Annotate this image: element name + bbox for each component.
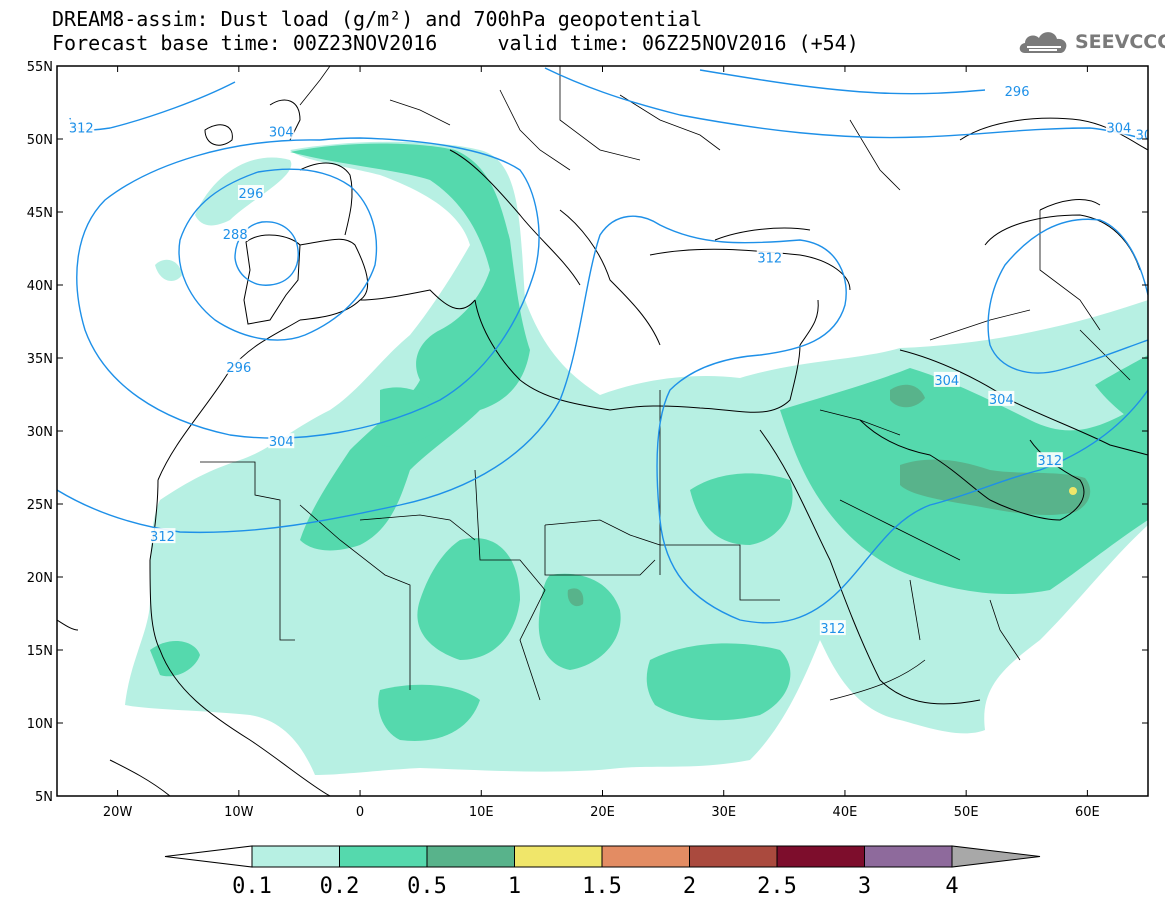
- colorbar-swatch: [776, 845, 865, 868]
- colorbar-label: 1.5: [582, 874, 622, 899]
- lat-label: 30N: [27, 425, 53, 440]
- colorbar-label: 0.2: [320, 874, 360, 899]
- colorbar-swatch: [339, 845, 428, 868]
- contour-label: 312: [820, 622, 845, 637]
- contour-label-bg: [1036, 452, 1063, 468]
- contour-label-bg: [268, 433, 295, 449]
- colorbar-over-triangle: [951, 845, 1041, 868]
- contour-label-layer: 312 304 296 288 296 304 312 296 304 304 312 304 304 3…: [68, 82, 1161, 637]
- map-area: 312 304 296 288 296 304 312 296 304 304 312 304 304 3…: [57, 66, 1161, 796]
- contour-label: 312: [757, 251, 782, 266]
- contour-label: 304: [989, 393, 1014, 408]
- colorbar-label: 2.5: [757, 874, 797, 899]
- lat-label: 10N: [27, 717, 53, 732]
- contour-label-bg: [1135, 126, 1148, 142]
- cloud-icon: [1019, 32, 1067, 53]
- contour-label: 312: [150, 530, 175, 545]
- lat-label: 20N: [27, 571, 53, 586]
- map-title: DREAM8-assim: Dust load (g/m²) and 700hP…: [52, 7, 703, 31]
- colorbar-swatch: [864, 845, 953, 868]
- contour-label: 304: [269, 126, 294, 141]
- contour-label: 296: [1005, 85, 1030, 100]
- lon-label: 40E: [833, 805, 858, 820]
- borders: [200, 66, 1131, 701]
- colorbar-label: 2: [683, 874, 696, 899]
- lat-label: 55N: [27, 60, 53, 75]
- colorbar-swatch: [689, 845, 778, 868]
- contour-label-bg: [819, 620, 846, 636]
- colorbar-label: 0.5: [407, 874, 447, 899]
- contour-label-bg: [756, 249, 783, 265]
- contour-label-bg: [149, 528, 176, 544]
- colorbar-swatch: [601, 845, 690, 868]
- contour-label: 296: [226, 361, 251, 376]
- contour-label: 304: [1106, 121, 1131, 136]
- colorbar-label: 1: [508, 874, 521, 899]
- contour-label: 304: [1136, 129, 1161, 144]
- contour-label: 312: [69, 121, 94, 136]
- lat-label: 40N: [27, 279, 53, 294]
- lon-label: 50E: [954, 805, 979, 820]
- dust-shading-dark: [567, 384, 1091, 607]
- seevccc-logo: SEEVCCC: [1017, 27, 1165, 57]
- lat-label: 25N: [27, 498, 53, 513]
- lon-label: 20W: [103, 805, 133, 820]
- contour-label-bg: [1105, 119, 1132, 135]
- colorbar-label: 4: [945, 874, 958, 899]
- dust-shading-max: [1069, 487, 1077, 495]
- colorbar-under-triangle: [164, 845, 253, 868]
- contour-label-bg: [225, 358, 252, 374]
- lat-label: 45N: [27, 206, 53, 221]
- longitude-axis: 20W 10W 0 10E 20E 30E 40E 50E 60E: [103, 66, 1100, 820]
- contour-label: 288: [223, 228, 248, 243]
- contour-label-bg: [268, 123, 295, 139]
- colorbar-swatch: [251, 845, 340, 868]
- lat-label: 15N: [27, 644, 53, 659]
- contour-label-bg: [237, 185, 264, 201]
- lon-label: 60E: [1075, 805, 1100, 820]
- lon-label: 10W: [224, 805, 254, 820]
- contour-label: 312: [1037, 454, 1062, 469]
- contour-label-bg: [988, 390, 1015, 406]
- forecast-times: Forecast base time: 00Z23NOV2016 valid t…: [52, 31, 859, 55]
- lon-label: 30E: [711, 805, 736, 820]
- contour-label: 304: [934, 374, 959, 389]
- colorbar-swatch: [514, 845, 603, 868]
- lon-label: 20E: [590, 805, 615, 820]
- colorbar: 0.1 0.2 0.5 1 1.5 2 2.5 3 4: [164, 845, 1041, 899]
- contour-label-bg: [1004, 82, 1031, 98]
- lat-label: 50N: [27, 133, 53, 148]
- contour-label-bg: [933, 371, 960, 387]
- lon-label: 0: [356, 805, 364, 820]
- colorbar-swatch: [426, 845, 515, 868]
- contour-label-bg: [222, 225, 249, 241]
- colorbar-label: 0.1: [232, 874, 272, 899]
- logo-text: SEEVCCC: [1075, 31, 1165, 53]
- colorbar-label: 3: [858, 874, 871, 899]
- contour-label: 296: [239, 187, 264, 202]
- contour-label-bg: [68, 119, 95, 135]
- latitude-axis: 55N 50N 45N 40N 35N 30N 25N 20N 15N 10N 5N: [27, 60, 1148, 805]
- contour-label: 304: [269, 435, 294, 450]
- lat-label: 35N: [27, 352, 53, 367]
- lon-label: 10E: [469, 805, 494, 820]
- geopotential-contours: [57, 67, 1148, 624]
- lat-label: 5N: [35, 790, 53, 805]
